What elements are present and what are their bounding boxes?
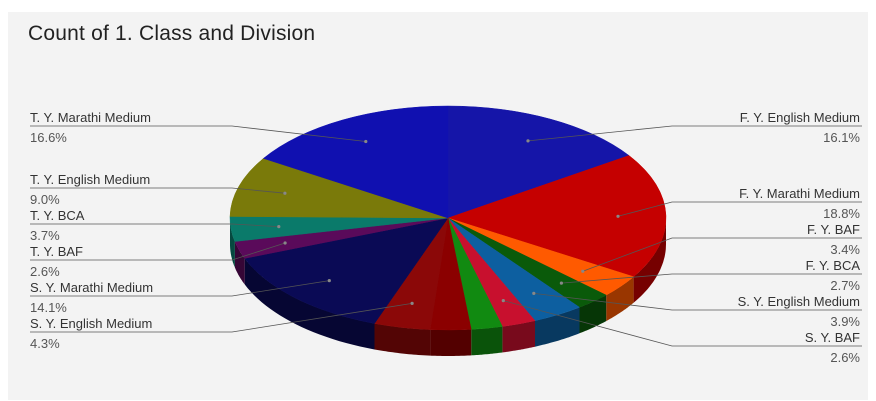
pie-slice-9 <box>244 217 449 324</box>
pie-side-5 <box>502 320 535 353</box>
slice-percent-9: 14.1% <box>30 300 67 315</box>
leader-dot-11 <box>277 225 281 229</box>
slice-percent-11: 3.7% <box>30 228 60 243</box>
pie-side-7 <box>430 329 472 356</box>
leader-line-2 <box>582 237 862 272</box>
slice-label-2: F. Y. BAF <box>807 222 860 237</box>
slice-percent-2: 3.4% <box>830 242 860 257</box>
pie-side-walls <box>230 218 666 356</box>
slice-label-1: F. Y. Marathi Medium <box>739 186 860 201</box>
slice-label-8: S. Y. English Medium <box>30 316 152 331</box>
slice-percent-12: 9.0% <box>30 192 60 207</box>
slice-label-4: S. Y. English Medium <box>738 294 860 309</box>
pie-slices <box>229 105 667 331</box>
leader-line-13 <box>30 125 366 142</box>
leader-line-1 <box>617 201 862 217</box>
pie-slice-1 <box>447 155 667 277</box>
slice-label-10: T. Y. BAF <box>30 244 83 259</box>
slice-percent-4: 3.9% <box>830 314 860 329</box>
slice-percent-5: 2.6% <box>830 350 860 365</box>
pie-slice-13 <box>262 105 449 219</box>
leader-line-5 <box>503 300 862 347</box>
leader-dot-9 <box>327 279 331 283</box>
leader-line-11 <box>30 223 279 227</box>
pie-side-9 <box>244 258 375 350</box>
leader-line-0 <box>527 125 862 142</box>
leader-dot-5 <box>501 299 505 303</box>
pie-slice-0 <box>447 105 630 219</box>
leader-dot-4 <box>532 291 536 295</box>
leader-line-10 <box>30 242 286 261</box>
slice-label-12: T. Y. English Medium <box>30 172 150 187</box>
leader-dot-12 <box>283 191 287 195</box>
pie-side-2 <box>606 276 634 322</box>
leader-dot-13 <box>364 139 368 144</box>
pie-side-6 <box>471 326 503 356</box>
slice-percent-0: 16.1% <box>823 130 860 145</box>
leader-dot-3 <box>559 281 564 285</box>
slice-label-11: T. Y. BCA <box>30 208 85 223</box>
slice-label-5: S. Y. BAF <box>805 330 860 345</box>
pie-labels: F. Y. English Medium 16.1% F. Y. Marathi M… <box>30 110 862 365</box>
pie-side-4 <box>535 307 580 347</box>
leader-dot-10 <box>283 241 287 245</box>
pie-side-8 <box>374 323 431 356</box>
leader-dot-8 <box>410 301 414 305</box>
pie-slice-12 <box>229 158 449 219</box>
leader-dot-2 <box>581 269 585 273</box>
pie-side-10 <box>234 241 245 285</box>
leader-line-9 <box>30 280 330 297</box>
leader-line-12 <box>30 187 285 194</box>
slice-label-3: F. Y. BCA <box>806 258 861 273</box>
leader-line-3 <box>561 273 862 284</box>
slice-percent-10: 2.6% <box>30 264 60 279</box>
chart-title: Count of 1. Class and Division <box>28 22 316 45</box>
slice-percent-1: 18.8% <box>823 206 860 221</box>
slice-label-13: T. Y. Marathi Medium <box>30 110 151 125</box>
slice-percent-8: 4.3% <box>30 336 60 351</box>
leader-dot-0 <box>526 139 530 143</box>
slice-percent-13: 16.6% <box>30 130 67 145</box>
leader-line-4 <box>533 293 862 311</box>
slice-label-0: F. Y. English Medium <box>740 110 860 125</box>
leader-line-8 <box>30 303 413 333</box>
leader-dot-1 <box>616 214 620 218</box>
slice-percent-3: 2.7% <box>830 278 860 293</box>
slice-label-9: S. Y. Marathi Medium <box>30 280 153 295</box>
